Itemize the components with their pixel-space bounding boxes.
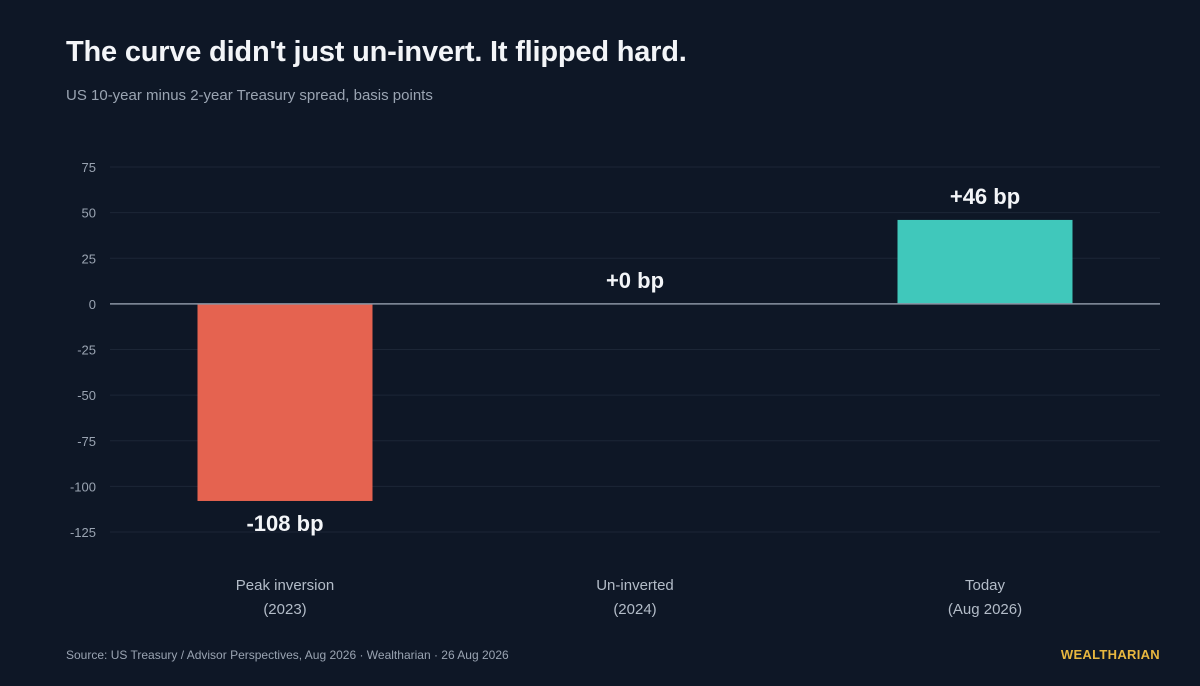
data-label: +46 bp [950, 184, 1020, 209]
y-tick-label: 50 [82, 206, 96, 221]
x-category-label: Un-inverted [596, 577, 674, 594]
y-axis-ticks: 75 50 25 0 -25 -50 -75 -100 -125 [70, 160, 96, 540]
x-category-label: (2024) [613, 601, 656, 618]
data-label: -108 bp [246, 511, 323, 536]
x-category-label: Today [965, 577, 1006, 594]
x-axis-categories: Peak inversion (2023) Un-inverted (2024) Tod… [236, 577, 1022, 618]
bars [197, 219, 1073, 501]
footer-source: Source: US Treasury / Advisor Perspectiv… [66, 648, 509, 662]
chart-title: The curve didn't just un-invert. It flip… [66, 36, 687, 68]
bar [197, 303, 373, 501]
y-tick-label: -50 [77, 388, 96, 403]
x-category-label: (Aug 2026) [948, 601, 1022, 618]
y-tick-label: -100 [70, 479, 96, 494]
y-tick-label: -75 [77, 434, 96, 449]
y-tick-label: -25 [77, 343, 96, 358]
data-label: +0 bp [606, 268, 664, 293]
y-tick-label: 75 [82, 160, 96, 175]
x-category-label: Peak inversion [236, 577, 334, 594]
x-category-label: (2023) [263, 601, 306, 618]
y-tick-label: 25 [82, 251, 96, 266]
data-labels: -108 bp +0 bp +46 bp [246, 184, 1020, 536]
chart-subtitle: US 10-year minus 2-year Treasury spread,… [66, 87, 433, 104]
bar [897, 219, 1073, 304]
y-tick-label: -125 [70, 525, 96, 540]
brand-logo-text: WEALTHARIAN [1060, 647, 1160, 662]
y-tick-label: 0 [89, 297, 96, 312]
